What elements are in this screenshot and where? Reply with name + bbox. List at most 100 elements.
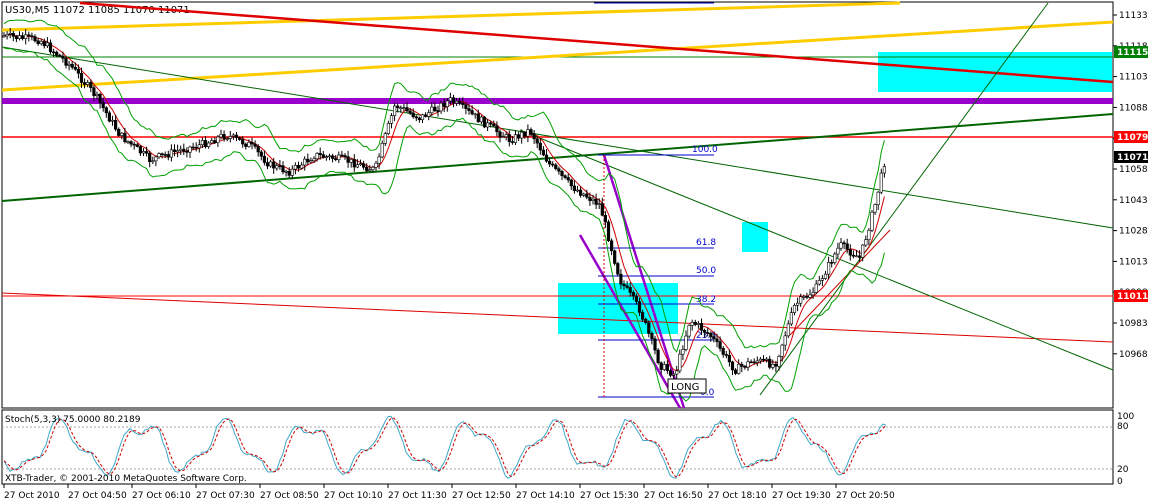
candle-body[interactable]	[690, 321, 694, 326]
candle-body[interactable]	[154, 156, 158, 162]
candle-body[interactable]	[197, 144, 201, 149]
candle-body[interactable]	[256, 146, 260, 153]
candle-body[interactable]	[802, 296, 806, 298]
candle-body[interactable]	[749, 361, 753, 364]
candle-body[interactable]	[588, 196, 592, 201]
candle-body[interactable]	[870, 211, 874, 231]
candle-body[interactable]	[687, 325, 691, 337]
candle-body[interactable]	[578, 189, 583, 196]
trendline-orange-lower[interactable]	[1, 20, 1114, 92]
candle-body[interactable]	[278, 165, 282, 167]
candle-body[interactable]	[873, 204, 877, 213]
candle-body[interactable]	[520, 131, 524, 139]
candle-body[interactable]	[504, 134, 508, 138]
candle-body[interactable]	[699, 323, 704, 331]
candle-body[interactable]	[671, 373, 676, 376]
candle-body[interactable]	[730, 361, 735, 371]
candle-body[interactable]	[250, 142, 254, 145]
candle-body[interactable]	[647, 322, 651, 334]
candle-body[interactable]	[327, 155, 332, 158]
candle-body[interactable]	[771, 363, 775, 368]
candle-body[interactable]	[799, 296, 803, 304]
candle-body[interactable]	[423, 114, 428, 117]
candle-body[interactable]	[135, 144, 139, 147]
candle-body[interactable]	[529, 129, 533, 135]
candle-body[interactable]	[17, 35, 22, 39]
candle-body[interactable]	[330, 155, 335, 159]
candle-body[interactable]	[842, 242, 846, 245]
candle-body[interactable]	[349, 159, 353, 163]
candle-body[interactable]	[172, 149, 177, 153]
candle-body[interactable]	[114, 119, 118, 130]
candle-body[interactable]	[20, 35, 25, 39]
candle-body[interactable]	[312, 158, 316, 161]
candle-body[interactable]	[355, 164, 360, 168]
candle-body[interactable]	[27, 34, 31, 37]
candle-body[interactable]	[594, 198, 598, 205]
candle-body[interactable]	[64, 58, 68, 66]
candle-body[interactable]	[247, 142, 251, 147]
candle-body[interactable]	[141, 151, 146, 154]
candle-body[interactable]	[727, 354, 731, 363]
candle-body[interactable]	[631, 292, 635, 297]
candle-body[interactable]	[603, 214, 607, 223]
candle-body[interactable]	[58, 54, 62, 57]
candle-body[interactable]	[234, 134, 239, 138]
candle-body[interactable]	[5, 33, 9, 37]
candle-body[interactable]	[461, 102, 465, 105]
candle-body[interactable]	[808, 294, 812, 298]
candle-body[interactable]	[606, 221, 611, 242]
candle-body[interactable]	[628, 287, 632, 293]
candle-body[interactable]	[296, 165, 301, 169]
candle-body[interactable]	[334, 158, 338, 161]
candle-body[interactable]	[24, 34, 28, 39]
candle-body[interactable]	[780, 344, 784, 357]
candle-body[interactable]	[238, 137, 242, 140]
candle-body[interactable]	[268, 161, 273, 167]
candle-body[interactable]	[275, 165, 279, 169]
candle-body[interactable]	[547, 160, 552, 165]
candle-body[interactable]	[501, 136, 505, 139]
trendline-red-down[interactable]	[79, 1, 1114, 84]
candle-body[interactable]	[693, 321, 697, 325]
candle-body[interactable]	[882, 166, 886, 174]
candle-body[interactable]	[324, 156, 329, 158]
candle-body[interactable]	[166, 154, 170, 158]
candle-body[interactable]	[383, 133, 387, 144]
candle-body[interactable]	[541, 149, 545, 156]
candle-body[interactable]	[563, 175, 567, 178]
candle-body[interactable]	[820, 278, 824, 281]
demand-zone[interactable]	[558, 283, 678, 334]
candle-body[interactable]	[110, 119, 115, 122]
candle-body[interactable]	[417, 117, 422, 121]
candle-body[interactable]	[303, 158, 307, 166]
candle-body[interactable]	[374, 162, 378, 168]
candle-body[interactable]	[361, 163, 366, 168]
candle-body[interactable]	[811, 292, 815, 296]
candle-body[interactable]	[436, 110, 440, 112]
candle-body[interactable]	[733, 369, 738, 374]
candle-body[interactable]	[681, 349, 685, 355]
candle-body[interactable]	[554, 164, 558, 170]
candle-body[interactable]	[107, 112, 111, 122]
candle-body[interactable]	[609, 240, 614, 252]
candle-body[interactable]	[718, 341, 722, 349]
candle-body[interactable]	[783, 335, 787, 346]
candle-body[interactable]	[203, 140, 208, 148]
candle-body[interactable]	[380, 143, 384, 158]
candle-body[interactable]	[600, 203, 604, 216]
candle-body[interactable]	[368, 169, 372, 172]
candle-body[interactable]	[569, 179, 573, 187]
candle-body[interactable]	[14, 36, 18, 39]
candle-body[interactable]	[36, 40, 40, 44]
candle-body[interactable]	[755, 360, 759, 363]
candle-body[interactable]	[724, 354, 728, 356]
candle-body[interactable]	[768, 358, 772, 368]
candle-body[interactable]	[414, 116, 418, 119]
candle-body[interactable]	[823, 273, 828, 279]
candle-body[interactable]	[451, 97, 456, 104]
candle-body[interactable]	[377, 156, 381, 164]
trendline-red-rising[interactable]	[789, 229, 891, 336]
candle-body[interactable]	[814, 283, 818, 293]
candle-body[interactable]	[445, 100, 449, 108]
